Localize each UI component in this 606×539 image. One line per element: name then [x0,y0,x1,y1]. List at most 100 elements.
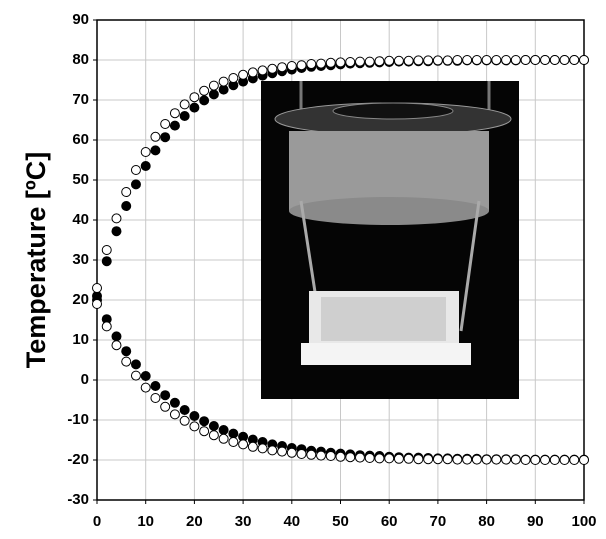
data-point [150,145,161,156]
data-point [491,454,502,465]
data-point [306,59,317,69]
data-point [579,55,589,65]
data-point [111,213,122,224]
data-point [121,346,132,357]
data-point [208,89,219,100]
data-point [510,454,521,465]
data-point [179,99,190,110]
data-point [403,55,414,66]
data-point [160,390,171,401]
y-tick-label: 40 [72,211,89,228]
data-point [169,397,180,408]
data-point [579,455,589,465]
data-point [520,55,531,65]
data-point [208,421,219,431]
data-point [199,416,210,427]
data-point [208,80,219,91]
y-axis-label: Temperature [ºC] [21,152,51,368]
x-tick-label: 10 [137,513,154,530]
x-tick-label: 30 [235,513,252,530]
data-point [179,111,190,121]
x-tick-label: 60 [381,513,398,530]
data-point [520,455,531,465]
data-point [530,455,541,465]
data-point [257,65,268,76]
data-point [169,409,180,420]
y-tick-label: 50 [72,171,89,188]
data-point [121,187,132,197]
data-point [121,356,132,367]
data-point [267,445,278,456]
data-point [189,102,200,113]
data-point [491,55,502,65]
data-point [111,340,122,351]
data-point [277,446,288,457]
data-point [150,393,161,403]
x-tick-label: 90 [527,513,544,530]
data-point [384,55,395,66]
data-point [452,454,463,465]
data-point [111,226,122,237]
data-point [325,451,336,461]
x-tick-label: 100 [571,513,596,530]
data-point [130,179,141,190]
data-point [335,451,346,462]
y-tick-label: 10 [72,331,89,348]
data-point [432,454,443,465]
data-point [549,55,560,65]
data-point [501,55,512,65]
data-point [559,455,570,465]
data-point [169,108,180,119]
data-point [130,370,141,381]
data-point [569,55,580,65]
data-point [286,447,297,458]
y-tick-label: 80 [72,51,89,68]
y-tick-label: -10 [67,411,89,428]
data-point [150,381,161,391]
data-point [345,57,356,67]
data-point [393,55,404,66]
data-point [199,85,210,96]
data-point [345,452,356,463]
data-point [364,56,375,67]
data-point [228,73,239,83]
data-point [150,131,161,142]
data-point [218,76,229,87]
data-point [208,430,219,441]
data-point [92,299,102,309]
data-point [296,60,307,71]
data-point [442,454,453,465]
data-point [354,452,365,463]
x-tick-label: 70 [430,513,447,530]
data-point [267,63,278,74]
data-point [354,56,365,67]
data-point [540,55,551,65]
data-point [277,62,288,73]
data-point [335,57,346,68]
data-point [501,454,512,465]
data-point [238,69,249,80]
data-point [160,401,171,412]
y-tick-label: 20 [72,291,89,308]
data-point [374,453,385,464]
x-tick-label: 0 [93,513,101,530]
data-point [393,453,404,464]
x-tick-label: 80 [478,513,495,530]
data-point [121,201,132,211]
data-point [296,449,307,459]
y-tick-label: 30 [72,251,89,268]
data-point [471,454,482,465]
y-tick-label: 70 [72,91,89,108]
data-point [140,382,151,393]
data-point [413,454,424,465]
data-point [286,61,297,71]
data-point [140,371,151,381]
data-point [130,359,141,370]
data-point [179,405,190,415]
y-tick-label: -30 [67,491,89,508]
data-point [549,455,560,465]
data-point [316,450,327,461]
data-point [481,55,492,65]
